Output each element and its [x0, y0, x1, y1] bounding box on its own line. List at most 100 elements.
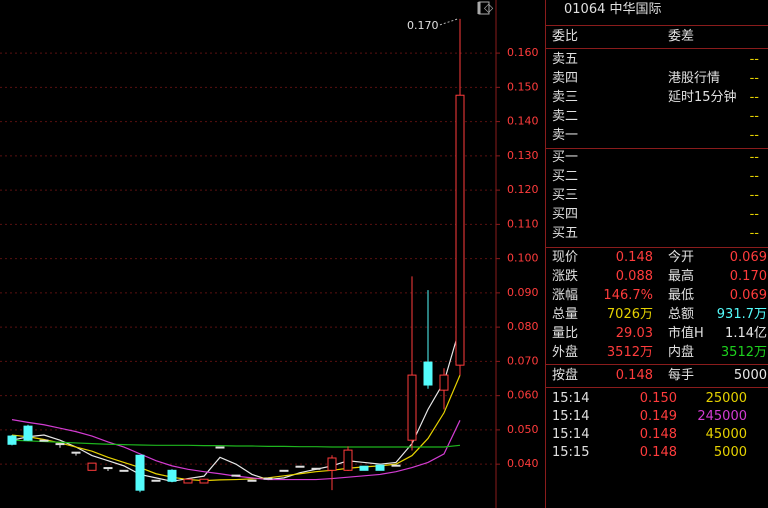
panel-text: -- [749, 169, 759, 184]
y-tick-label: 0.090 [507, 286, 539, 299]
panel-text: 市值H [668, 326, 704, 341]
candle-body [455, 94, 465, 366]
panel-text: 涨跌 [552, 269, 579, 284]
panel-text: 3512万 [720, 345, 767, 360]
candle-body [231, 474, 241, 477]
y-tick-label: 0.070 [507, 354, 539, 367]
panel-text: 买一 [552, 150, 579, 165]
panel-text: 总量 [552, 307, 579, 322]
panel-text: 今开 [668, 250, 695, 265]
panel-text: -- [749, 128, 759, 143]
ma-line [11, 419, 461, 481]
ma-line [11, 326, 461, 482]
candle-body [55, 443, 65, 446]
panel-text: 0.148 [615, 368, 653, 383]
panel-text: -- [749, 226, 759, 241]
panel-text: 7026万 [606, 307, 653, 322]
panel-text: 146.7% [603, 288, 653, 303]
panel-text: 5000 [713, 445, 747, 460]
panel-text: 15:14 [552, 391, 590, 406]
panel-text: 0.170 [729, 269, 767, 284]
candle-body [119, 469, 129, 472]
y-tick-label: 0.140 [507, 115, 539, 128]
panel-text: 245000 [697, 409, 747, 424]
panel-text: 3512万 [606, 345, 653, 360]
panel-text: 0.148 [639, 445, 677, 460]
panel-text: 931.7万 [716, 307, 767, 322]
panel-text: 卖五 [552, 52, 579, 67]
candle-body [263, 477, 273, 480]
panel-text: 买二 [552, 169, 579, 184]
candle-body [103, 467, 113, 470]
separator [546, 387, 768, 388]
ma-line [11, 439, 461, 448]
y-tick-label: 0.120 [507, 183, 539, 196]
y-tick-label: 0.130 [507, 149, 539, 162]
panel-text: -- [749, 90, 759, 105]
annotation-label: 0.170 [407, 19, 439, 32]
y-tick-label: 0.160 [507, 46, 539, 59]
panel-text: 总额 [668, 307, 695, 322]
y-tick-label: 0.080 [507, 320, 539, 333]
panel-text: 内盘 [668, 345, 695, 360]
candle-body [295, 465, 305, 468]
panel-text: 委差 [668, 29, 695, 44]
separator [546, 25, 768, 26]
panel-text: 量比 [552, 326, 579, 341]
candle-body [439, 374, 449, 391]
quote-panel: 01064 中华国际 委比 委差 卖五 -- 卖四 港股行情 -- 卖三 延时15分钟 -- 卖二 --… [545, 0, 768, 508]
candle-body [87, 462, 97, 471]
panel-text: 0.088 [615, 269, 653, 284]
candle-body [151, 479, 161, 482]
candle-body [71, 451, 81, 454]
candle-body [343, 449, 353, 471]
ma-line [11, 374, 461, 482]
panel-text: 0.069 [729, 250, 767, 265]
candle-body [391, 464, 401, 467]
panel-text: 涨幅 [552, 288, 579, 303]
panel-text: 延时15分钟 [668, 90, 737, 105]
panel-text: 1.14亿 [725, 326, 767, 341]
separator [546, 148, 768, 149]
panel-text: 5000 [733, 368, 767, 383]
candle-body [183, 478, 193, 484]
candle-body [167, 469, 177, 482]
panel-text: -- [749, 150, 759, 165]
candle-body [279, 469, 289, 472]
panel-text: 最高 [668, 269, 695, 284]
panel-text: 按盘 [552, 368, 579, 383]
panel-text: 买四 [552, 207, 579, 222]
panel-text: -- [749, 52, 759, 67]
panel-text: 最低 [668, 288, 695, 303]
price-chart: ◇ 0.0400.0500.0600.0700.0800.0900.1000.1… [0, 0, 539, 508]
candle-body [215, 446, 225, 449]
panel-text: 外盘 [552, 345, 579, 360]
candle-body [7, 435, 17, 445]
panel-text: 买五 [552, 226, 579, 241]
candle-body [407, 374, 417, 441]
separator [546, 364, 768, 365]
panel-text: 45000 [705, 427, 747, 442]
y-tick-label: 0.150 [507, 80, 539, 93]
panel-text: 卖一 [552, 128, 579, 143]
y-tick-label: 0.110 [507, 217, 539, 230]
panel-text: 0.149 [639, 409, 677, 424]
panel-text: 现价 [552, 250, 579, 265]
panel-text: 29.03 [615, 326, 653, 341]
panel-text: 0.069 [729, 288, 767, 303]
panel-text: 0.148 [639, 427, 677, 442]
separator [546, 247, 768, 248]
panel-text: 卖三 [552, 90, 579, 105]
panel-text: 买三 [552, 188, 579, 203]
y-tick-label: 0.100 [507, 252, 539, 265]
candle-body [359, 465, 369, 471]
panel-text: 每手 [668, 368, 695, 383]
candle-body [23, 425, 33, 441]
panel-text: 卖二 [552, 109, 579, 124]
panel-text: -- [749, 207, 759, 222]
candle-body [199, 478, 209, 484]
candle-body [311, 467, 321, 470]
candle-body [375, 464, 385, 471]
separator [546, 48, 768, 49]
